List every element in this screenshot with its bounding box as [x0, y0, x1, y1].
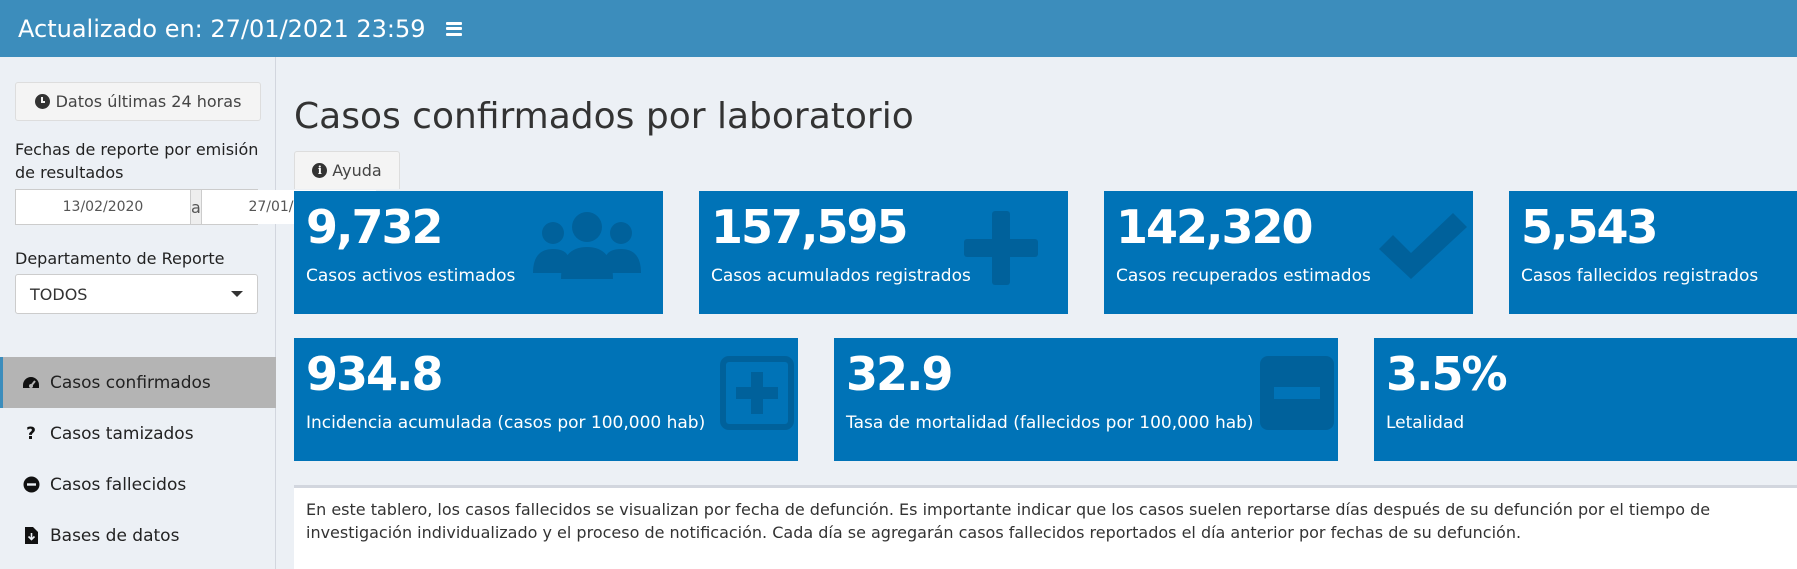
date-range: a — [15, 189, 376, 225]
hamburger-menu-icon[interactable] — [446, 21, 462, 36]
department-selected-value: TODOS — [30, 284, 88, 304]
clock-icon — [34, 94, 50, 109]
minus-circle-icon — [22, 476, 40, 494]
value-box-tasa-mortalidad: 32.9 Tasa de mortalidad (fallecidos por … — [834, 338, 1338, 461]
date-range-separator: a — [190, 190, 202, 224]
value-box-letalidad: 3.5% Letalidad — [1374, 338, 1797, 461]
value-box-casos-recuperados: 142,320 Casos recuperados estimados — [1104, 191, 1473, 314]
last-24h-label: Datos últimas 24 horas — [55, 92, 242, 111]
sidebar-item-casos-fallecidos[interactable]: Casos fallecidos — [0, 459, 276, 510]
sidebar-item-label: Bases de datos — [50, 525, 180, 546]
value-box-label: Casos activos estimados — [306, 266, 516, 286]
tab-ayuda[interactable]: i Ayuda — [294, 151, 400, 189]
value-box-number: 934.8 — [306, 347, 444, 401]
info-icon: i — [312, 163, 328, 178]
sidebar-item-casos-confirmados[interactable]: Casos confirmados — [0, 357, 276, 408]
sidebar-item-bases-de-datos[interactable]: Bases de datos — [0, 510, 276, 561]
value-box-number: 32.9 — [846, 347, 953, 401]
question-icon: ? — [26, 423, 36, 444]
value-box-casos-activos: 9,732 Casos activos estimados — [294, 191, 663, 314]
value-box-label: Tasa de mortalidad (fallecidos por 100,0… — [846, 413, 1254, 433]
sidebar-item-label: Casos tamizados — [50, 423, 194, 444]
check-icon — [1379, 213, 1467, 279]
value-box-label: Casos recuperados estimados — [1116, 266, 1371, 286]
header-title: Actualizado en: 27/01/2021 23:59 — [18, 14, 426, 43]
department-label: Departamento de Reporte — [15, 249, 225, 268]
value-box-casos-fallecidos: 5,543 Casos fallecidos registrados — [1509, 191, 1797, 314]
report-dates-label: Fechas de reporte por emisión de resulta… — [15, 140, 259, 182]
sidebar-menu: Casos confirmados ? Casos tamizados Caso… — [0, 357, 276, 561]
value-box-number: 3.5% — [1386, 347, 1508, 401]
info-note: En este tablero, los casos fallecidos se… — [294, 485, 1797, 569]
main-content: Casos confirmados por laboratorio i Ayud… — [276, 57, 1797, 569]
date-from-input[interactable] — [16, 190, 190, 224]
sidebar-item-label: Casos fallecidos — [50, 474, 187, 495]
value-box-number: 9,732 — [306, 200, 444, 254]
value-box-label: Letalidad — [1386, 413, 1465, 433]
sidebar-item-casos-tamizados[interactable]: ? Casos tamizados — [0, 408, 276, 459]
value-box-casos-acumulados: 157,595 Casos acumulados registrados — [699, 191, 1068, 314]
users-icon — [533, 212, 641, 279]
page-title: Casos confirmados por laboratorio — [294, 96, 914, 137]
sidebar: Datos últimas 24 horas Fechas de reporte… — [0, 57, 376, 569]
dashboard-icon — [22, 374, 40, 392]
value-box-label: Casos fallecidos registrados — [1521, 266, 1759, 286]
caret-down-icon — [231, 291, 243, 297]
plus-icon — [964, 211, 1038, 285]
file-download-icon — [22, 527, 40, 545]
value-box-number: 142,320 — [1116, 200, 1314, 254]
value-box-number: 157,595 — [711, 200, 909, 254]
department-select[interactable]: TODOS — [15, 274, 258, 314]
sidebar-item-label: Casos confirmados — [50, 372, 211, 393]
plus-square-icon — [720, 356, 794, 430]
value-box-label: Incidencia acumulada (casos por 100,000 … — [306, 413, 706, 433]
tab-ayuda-label: Ayuda — [332, 161, 382, 180]
value-box-number: 5,543 — [1521, 200, 1659, 254]
value-box-incidencia: 934.8 Incidencia acumulada (casos por 10… — [294, 338, 798, 461]
minus-square-icon — [1260, 356, 1334, 430]
last-24h-button[interactable]: Datos últimas 24 horas — [15, 82, 261, 121]
top-header: Actualizado en: 27/01/2021 23:59 — [0, 0, 1797, 57]
value-box-label: Casos acumulados registrados — [711, 266, 971, 286]
